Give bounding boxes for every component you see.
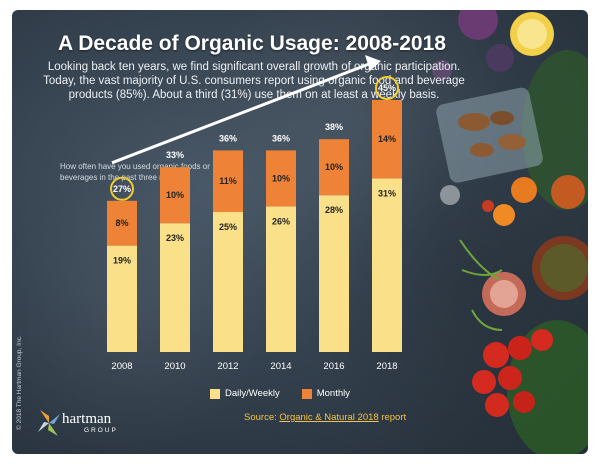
data-label-monthly-2010: 10% (166, 190, 184, 200)
x-tick-label-2012: 2012 (217, 361, 238, 372)
source-note: Source: Organic & Natural 2018 report (244, 412, 406, 423)
sprouts (459, 239, 503, 331)
x-tick-label-2018: 2018 (376, 361, 397, 372)
data-label-monthly-2018: 14% (378, 134, 396, 144)
bar-monthly-2014 (266, 150, 296, 207)
logo-pinwheel-icon (38, 410, 60, 436)
data-label-monthly-2008: 8% (115, 218, 128, 228)
total-label-2010: 33% (166, 150, 184, 160)
total-label-2008: 27% (113, 184, 131, 194)
legend-item-monthly: Monthly (301, 388, 350, 399)
source-suffix: report (381, 412, 407, 423)
x-tick-label-2016: 2016 (323, 361, 344, 372)
bar-daily-weekly-2008 (107, 245, 137, 352)
data-label-daily-2008: 19% (113, 256, 131, 266)
legend-label-monthly: Monthly (316, 388, 350, 399)
copyright-note: © 2018 The Hartman Group, Inc. (16, 335, 23, 430)
trend-arrow-head (365, 55, 381, 71)
page-title: A Decade of Organic Usage: 2008-2018 (58, 32, 446, 55)
bar-daily-weekly-2018 (372, 178, 402, 352)
total-circle-2018 (375, 76, 399, 100)
mushroom (458, 113, 490, 131)
chart-legend: Daily/Weekly Monthly (210, 388, 350, 399)
orange-tomato (511, 177, 537, 203)
x-tick-label-2014: 2014 (270, 361, 291, 372)
source-link[interactable]: Organic & Natural 2018 (279, 412, 379, 423)
cherry-tomato (483, 342, 509, 368)
x-tick-label-2008: 2008 (111, 361, 132, 372)
legend-label-daily: Daily/Weekly (225, 388, 280, 399)
data-label-daily-2018: 31% (378, 188, 396, 198)
bar-monthly-2010 (160, 167, 190, 224)
bar-monthly-2008 (107, 200, 137, 246)
bar-monthly-2018 (372, 100, 402, 179)
data-label-daily-2016: 28% (325, 205, 343, 215)
purple-bean (432, 60, 452, 80)
data-label-daily-2010: 23% (166, 233, 184, 243)
hartman-logo: hartman GROUP (36, 406, 118, 440)
onion-small (551, 175, 585, 209)
bar-daily-weekly-2016 (319, 195, 349, 352)
bar-monthly-2016 (319, 139, 349, 196)
legend-swatch-daily (210, 388, 220, 399)
legend-item-daily: Daily/Weekly (210, 388, 280, 399)
logo-name: hartman (62, 411, 112, 427)
logo-sub: GROUP (84, 427, 118, 434)
purple-carrot (486, 44, 514, 72)
total-label-2018: 45% (378, 83, 396, 93)
data-label-monthly-2014: 10% (272, 173, 290, 183)
vegetable-photo-decoration (432, 10, 588, 454)
herb-leaves-top (522, 50, 588, 210)
stacked-bar-chart: 19% 8% 27% 2008 23% 10% 33% 2010 25% 11% 36% 2012 26… (107, 55, 402, 372)
legend-swatch-monthly (301, 388, 312, 399)
bar-daily-weekly-2010 (160, 223, 190, 352)
trend-arrow-line (111, 62, 370, 165)
glass-bowl (436, 87, 543, 183)
bar-monthly-2012 (213, 150, 243, 212)
intro-paragraph: Looking back ten years, we find signific… (43, 61, 465, 101)
data-label-monthly-2016: 10% (325, 162, 343, 172)
total-label-2012: 36% (219, 133, 237, 143)
total-circle-2008 (110, 176, 134, 201)
data-label-daily-2014: 26% (272, 216, 290, 226)
bar-daily-weekly-2012 (213, 212, 243, 352)
x-tick-label-2010: 2010 (164, 361, 185, 372)
total-label-2014: 36% (272, 133, 290, 143)
total-label-2016: 38% (325, 122, 343, 132)
bar-daily-weekly-2014 (266, 206, 296, 352)
data-label-monthly-2012: 11% (219, 176, 237, 186)
salt (440, 185, 460, 205)
source-prefix: Source: (244, 412, 277, 423)
data-label-daily-2012: 25% (219, 222, 237, 232)
purple-potato (458, 10, 498, 40)
infographic-card: A Decade of Organic Usage: 2008-2018 Loo… (12, 10, 588, 454)
